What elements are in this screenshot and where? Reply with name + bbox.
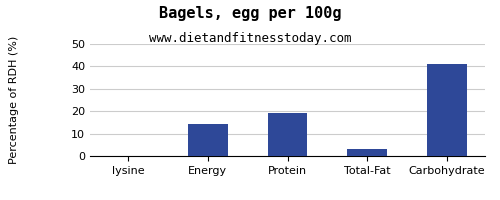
Bar xyxy=(427,64,467,156)
Bar xyxy=(188,124,228,156)
Bar xyxy=(348,149,387,156)
Bar xyxy=(268,113,308,156)
Text: Bagels, egg per 100g: Bagels, egg per 100g xyxy=(159,6,341,21)
Text: www.dietandfitnesstoday.com: www.dietandfitnesstoday.com xyxy=(149,32,351,45)
Y-axis label: Percentage of RDH (%): Percentage of RDH (%) xyxy=(9,36,19,164)
